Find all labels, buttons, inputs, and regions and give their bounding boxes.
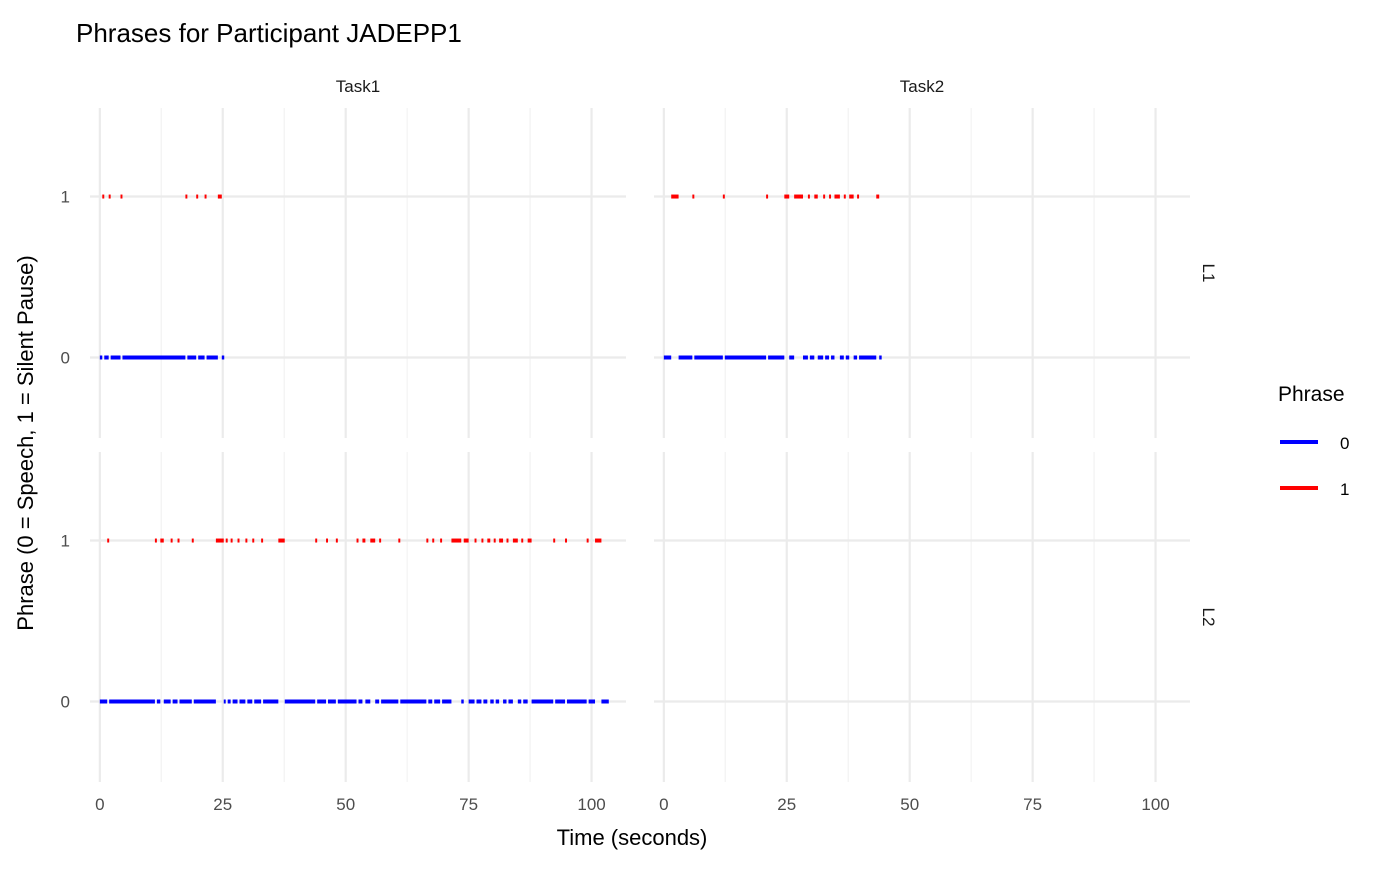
y-tick-label: 1	[61, 188, 70, 207]
facet-row-label: L2	[1199, 608, 1218, 627]
x-tick-label: 0	[659, 795, 668, 814]
x-tick-label: 50	[336, 795, 355, 814]
facet-row-label: L1	[1199, 264, 1218, 283]
x-axis-label: Time (seconds)	[557, 825, 708, 850]
legend-entry-label: 1	[1340, 480, 1349, 499]
facet-col-label: Task2	[900, 77, 944, 96]
x-tick-label: 75	[459, 795, 478, 814]
chart-title: Phrases for Participant JADEPP1	[76, 18, 462, 48]
x-tick-label: 100	[577, 795, 605, 814]
legend-entries: 01	[1280, 434, 1349, 499]
y-axis-label: Phrase (0 = Speech, 1 = Silent Pause)	[13, 255, 38, 630]
facet-panels: Task1 Task2 L1 L2 0 1 0 1 0 25 50 75 100 0 25 50 75 100	[61, 77, 1218, 814]
y-tick-label: 1	[61, 532, 70, 551]
y-tick-label: 0	[61, 349, 70, 368]
legend: Phrase 01	[1278, 383, 1349, 499]
x-tick-label: 75	[1023, 795, 1042, 814]
x-tick-label: 0	[95, 795, 104, 814]
x-tick-label: 25	[213, 795, 232, 814]
legend-entry-label: 0	[1340, 434, 1349, 453]
x-tick-label: 100	[1141, 795, 1169, 814]
legend-title: Phrase	[1278, 383, 1345, 406]
facet-col-label: Task1	[336, 77, 380, 96]
x-tick-label: 50	[900, 795, 919, 814]
y-tick-label: 0	[61, 693, 70, 712]
x-tick-label: 25	[777, 795, 796, 814]
